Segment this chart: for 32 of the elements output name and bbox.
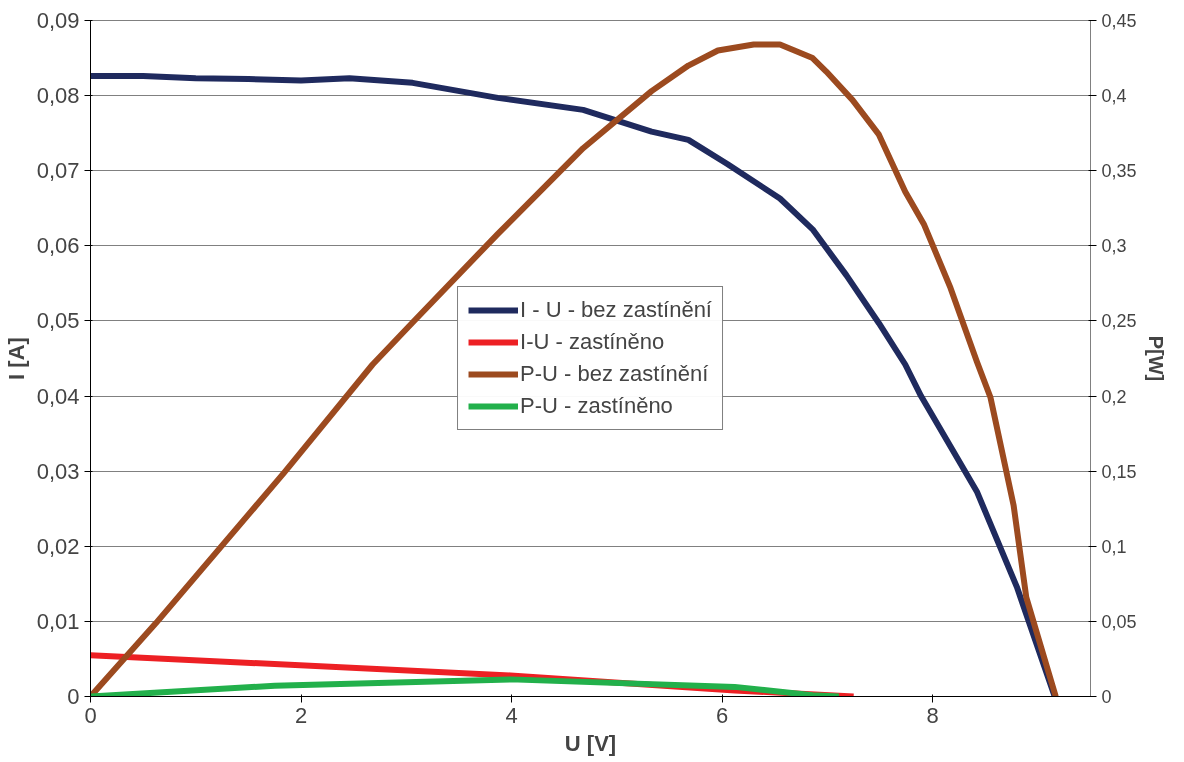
legend-label: P-U - zastíněno xyxy=(520,393,673,419)
x-tick-label: 0 xyxy=(84,702,97,728)
y2-tick-label: 0,4 xyxy=(1101,86,1127,107)
y-tick-label: 0,02 xyxy=(36,533,80,559)
y-tick-label: 0,04 xyxy=(36,383,80,409)
legend-label: I-U - zastíněno xyxy=(520,329,665,355)
x-axis-title: U [V] xyxy=(564,730,617,756)
y2-tick-label: 0,05 xyxy=(1101,611,1137,632)
y-tick-label: 0,08 xyxy=(36,83,80,109)
y-tick-label: 0,09 xyxy=(36,8,80,33)
y-tick-label: 0,03 xyxy=(36,458,80,484)
x-tick-label: 8 xyxy=(926,702,939,728)
y2-tick-label: 0,45 xyxy=(1101,11,1137,31)
y2-tick-label: 0,25 xyxy=(1101,311,1137,332)
x-tick-label: 4 xyxy=(505,702,518,728)
x-tick-label: 2 xyxy=(294,702,308,728)
y2-axis-title: P[W] xyxy=(1144,335,1167,382)
y2-tick-label: 0,1 xyxy=(1101,536,1127,557)
y2-tick-label: 0,3 xyxy=(1101,236,1127,257)
y-tick-label: 0,05 xyxy=(36,308,80,334)
y-tick-label: 0,01 xyxy=(36,608,80,634)
y-axis-title: I [A] xyxy=(3,337,29,380)
legend-label: I - U - bez zastínění xyxy=(520,297,712,323)
y-tick-label: 0,07 xyxy=(36,158,80,184)
y-tick-label: 0 xyxy=(67,684,80,709)
y2-tick-label: 0,2 xyxy=(1101,386,1127,407)
y2-tick-label: 0,35 xyxy=(1101,161,1137,182)
x-tick-label: 6 xyxy=(715,702,729,728)
y-tick-label: 0,06 xyxy=(36,233,80,259)
y2-tick-label: 0,15 xyxy=(1101,461,1137,482)
legend-label: P-U - bez zastínění xyxy=(520,361,709,387)
y2-tick-label: 0 xyxy=(1101,687,1112,707)
